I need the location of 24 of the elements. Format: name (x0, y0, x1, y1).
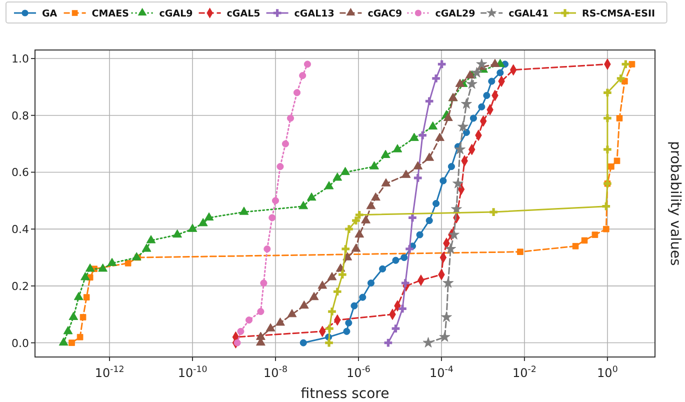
legend-label: cGAC9 (368, 8, 402, 20)
legend-label: cGAL13 (294, 8, 334, 20)
x-tick-label: 10$^{0}$ (597, 365, 618, 380)
x-tick-label: 10$^{-2}$ (512, 365, 536, 380)
x-tick-label: 10$^{-12}$ (94, 365, 124, 380)
legend-label: GA (42, 8, 58, 20)
x-tick-label: 10$^{-6}$ (346, 365, 370, 380)
x-tick-label: 10$^{-10}$ (178, 365, 208, 380)
y-tick-label: 0.6 (12, 166, 29, 180)
y-tick-label: 0.4 (12, 223, 29, 236)
legend-label: cGAL41 (508, 8, 549, 20)
x-tick-label: 10$^{-8}$ (264, 365, 288, 380)
legend-label: cGAL29 (435, 8, 476, 20)
legend-label: cGAL5 (226, 8, 260, 20)
legend-label: RS-CMSA-ESII (582, 8, 656, 20)
legend-label: CMAES (92, 8, 130, 20)
y-tick-label: 0.0 (12, 336, 29, 350)
x-axis-title: fitness score (300, 386, 390, 402)
y-tick-label: 0.8 (12, 109, 29, 122)
y-tick-label: 0.2 (12, 280, 29, 293)
legend-label: cGAL9 (159, 8, 193, 20)
x-tick-label: 10$^{-4}$ (430, 365, 454, 380)
y-axis-title: probability values (667, 141, 683, 266)
y-tick-label: 1.0 (12, 52, 29, 66)
